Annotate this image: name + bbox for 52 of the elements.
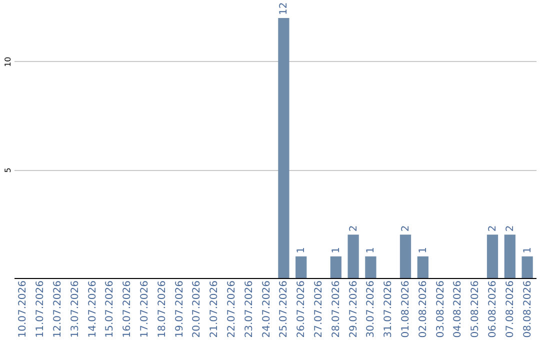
x-tick-label: 03.08.2026 [435, 280, 446, 338]
x-tick-label: 07.08.2026 [504, 280, 516, 338]
data-label: 1 [418, 246, 429, 254]
x-tick-label: 04.08.2026 [452, 280, 464, 338]
x-tick-label: 06.08.2026 [488, 280, 498, 338]
data-label: 1 [522, 246, 534, 254]
x-tick-label: 13.07.2026 [70, 280, 81, 338]
x-tick-label: 27.07.2026 [314, 280, 324, 338]
x-tick-label: 02.08.2026 [418, 280, 429, 338]
x-tick-label: 16.07.2026 [122, 280, 134, 338]
x-tick-label: 30.07.2026 [366, 280, 377, 338]
data-label: 2 [400, 225, 412, 232]
x-tick-label: 14.07.2026 [87, 280, 98, 338]
data-label: 1 [330, 246, 342, 254]
bar [522, 256, 533, 278]
x-tick-label: 08.08.2026 [522, 280, 534, 338]
x-tick-label: 21.07.2026 [209, 280, 220, 338]
x-tick-label: 22.07.2026 [226, 280, 238, 338]
y-tick-label: 5 [4, 168, 12, 173]
x-tick-label: 29.07.2026 [348, 280, 360, 338]
bar [417, 256, 428, 278]
x-tick-label: 31.07.2026 [383, 280, 394, 338]
x-tick-label: 23.07.2026 [244, 280, 255, 338]
data-label: 1 [366, 246, 377, 254]
data-label: 2 [504, 225, 516, 232]
bar [330, 256, 342, 278]
y-tick-label: 10 [4, 56, 12, 67]
bar [400, 234, 412, 278]
x-tick-label: 05.08.2026 [470, 280, 482, 338]
bar [486, 234, 498, 278]
x-tick-label: 17.07.2026 [140, 280, 150, 338]
x-tick-label: 01.08.2026 [400, 280, 412, 338]
x-tick-label: 24.07.2026 [261, 280, 272, 338]
x-tick-label: 25.07.2026 [278, 280, 290, 338]
x-tick-label: 28.07.2026 [330, 280, 342, 338]
x-tick-label: 12.07.2026 [52, 280, 64, 338]
x-tick-label: 10.07.2026 [18, 280, 29, 338]
x-tick-label: 20.07.2026 [192, 280, 203, 338]
bar [504, 234, 516, 278]
data-label: 12 [278, 2, 290, 15]
bar [348, 234, 359, 278]
bar [296, 256, 307, 278]
x-tick-label: 18.07.2026 [156, 280, 168, 338]
x-tick-label: 26.07.2026 [296, 280, 308, 338]
bar [365, 256, 376, 278]
data-label: 2 [488, 225, 498, 232]
bar [278, 18, 290, 278]
data-label: 1 [296, 246, 308, 254]
data-label: 2 [348, 225, 360, 232]
x-tick-label: 19.07.2026 [174, 280, 186, 338]
x-tick-label: 11.07.2026 [35, 280, 46, 338]
x-tick-label: 15.07.2026 [104, 280, 116, 338]
